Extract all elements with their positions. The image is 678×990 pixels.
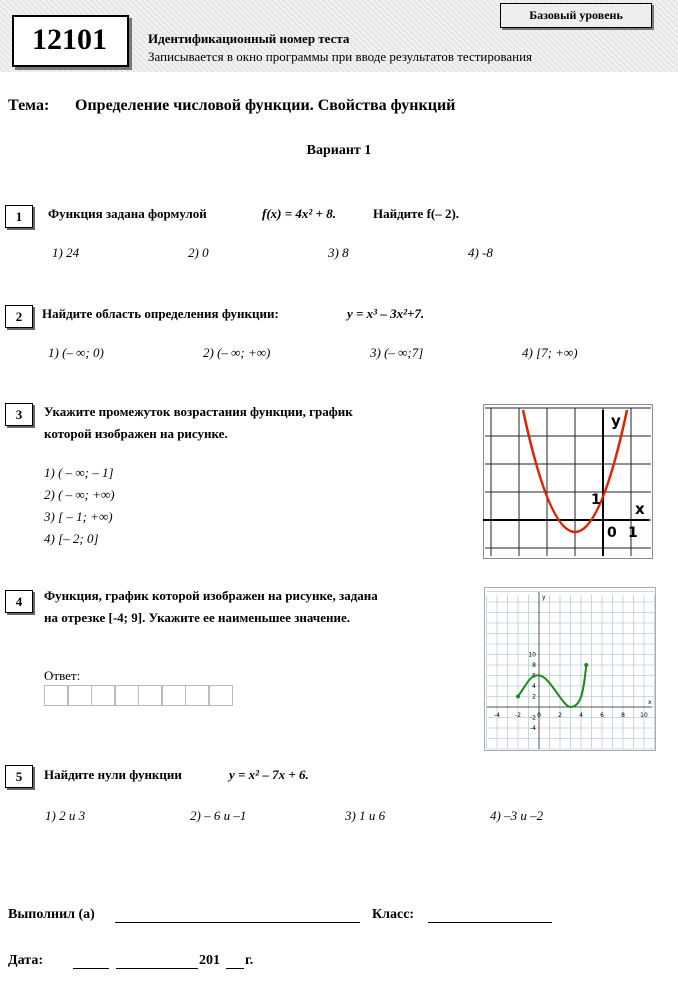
question-text: Найдите нули функции — [44, 767, 182, 782]
question-number: 3 — [5, 403, 33, 426]
axis-label: 1 — [591, 492, 601, 508]
x-tick-label: -2 — [515, 712, 521, 719]
axis-label: y — [542, 594, 546, 601]
question-line: которой изображен на рисунке. — [44, 426, 228, 441]
y-tick-label: -2 — [530, 715, 536, 722]
question-text: Функция задана формулой — [48, 206, 207, 221]
parabola-graph: y x 1 0 1 — [483, 404, 653, 559]
question-number: 4 — [5, 590, 33, 613]
graph-frame — [484, 587, 656, 751]
answer-cell — [44, 685, 68, 706]
underline — [428, 922, 552, 923]
answer-cell — [114, 685, 139, 706]
option: 3) 1 и 6 — [345, 808, 386, 823]
x-tick-label: 0 — [537, 712, 541, 719]
option: 1) 2 и 3 — [45, 808, 86, 823]
formula: y = x³ – 3x²+7. — [347, 306, 425, 321]
topic-label: Тема: — [8, 97, 50, 114]
axis-label: 1 — [628, 525, 638, 541]
topic: Определение числовой функции. Свойства ф… — [75, 97, 456, 114]
answer-label: Ответ: — [44, 668, 81, 683]
y-tick-label: 2 — [532, 694, 536, 701]
graph-frame — [483, 404, 653, 559]
underline — [116, 968, 198, 969]
x-tick-label: 6 — [600, 712, 604, 719]
endpoint — [516, 694, 520, 699]
question-number: 2 — [5, 305, 33, 328]
date-label: Дата: — [8, 953, 43, 968]
answer-cell — [138, 685, 162, 706]
x-tick-label: 8 — [621, 712, 625, 719]
x-tick-label: 2 — [558, 712, 562, 719]
axis-label: x — [635, 500, 645, 518]
formula: f(x) = 4x² + 8. — [262, 206, 336, 221]
option: 1) (– ∞; 0) — [48, 345, 104, 360]
formula: y = x² – 7x + 6. — [229, 767, 309, 782]
answer-cell — [185, 685, 209, 706]
id-note: Записывается в окно программы при вводе … — [148, 49, 533, 64]
underline — [115, 922, 360, 923]
variant: Вариант 1 — [306, 143, 372, 158]
option: 4) [– 2; 0] — [44, 531, 99, 546]
underline — [226, 968, 244, 969]
question-line: Функция, график которой изображен на рис… — [44, 588, 378, 603]
endpoint — [584, 663, 589, 667]
curve — [521, 409, 629, 534]
y-tick-label: 8 — [532, 662, 536, 669]
option: 2) 0 — [188, 245, 209, 260]
answer-cell — [91, 685, 115, 706]
year: 201 — [199, 953, 220, 968]
id-title: Идентификационный номер теста — [148, 31, 350, 46]
class-label: Класс: — [372, 907, 415, 922]
done-by: Выполнил (а) — [8, 907, 95, 922]
year-suffix: г. — [245, 953, 254, 968]
option: 3) [ – 1; +∞) — [44, 509, 113, 524]
x-tick-label: -4 — [494, 712, 500, 719]
y-tick-label: 10 — [528, 652, 536, 659]
option: 2) – 6 и –1 — [190, 808, 247, 823]
underline — [73, 968, 109, 969]
option: 4) [7; +∞) — [522, 345, 578, 360]
answer-cell — [208, 685, 233, 706]
curve — [517, 664, 588, 709]
x-tick-label: 10 — [640, 712, 648, 719]
question-line: Укажите промежуток возрастания функции, … — [44, 404, 353, 419]
option: 3) (– ∞;7] — [370, 345, 424, 360]
test-number: 12101 — [32, 23, 107, 56]
level: Базовый уровень — [500, 3, 652, 28]
question-line: на отрезке [-4; 9]. Укажите ее наименьше… — [44, 610, 351, 625]
test-number-box — [12, 15, 129, 67]
option: 2) ( – ∞; +∞) — [44, 487, 115, 502]
option: 1) 24 — [52, 245, 80, 260]
axis-label: y — [611, 412, 621, 430]
option: 1) ( – ∞; – 1] — [44, 465, 114, 480]
x-tick-label: 4 — [579, 712, 583, 719]
option: 2) (– ∞; +∞) — [203, 345, 271, 360]
y-tick-label: 4 — [532, 683, 536, 690]
y-tick-label: -4 — [530, 725, 536, 732]
answer-cell — [67, 685, 92, 706]
question-ask: Найдите f(– 2). — [373, 206, 460, 221]
axis-label: 0 — [607, 525, 617, 541]
option: 4) -8 — [468, 245, 493, 260]
question-number: 1 — [5, 205, 33, 228]
question-text: Найдите область определения функции: — [42, 306, 279, 321]
option: 3) 8 — [328, 245, 349, 260]
question-number: 5 — [5, 765, 33, 788]
option: 4) –3 и –2 — [490, 808, 544, 823]
axis-label: x — [648, 699, 652, 706]
answer-cell — [161, 685, 186, 706]
